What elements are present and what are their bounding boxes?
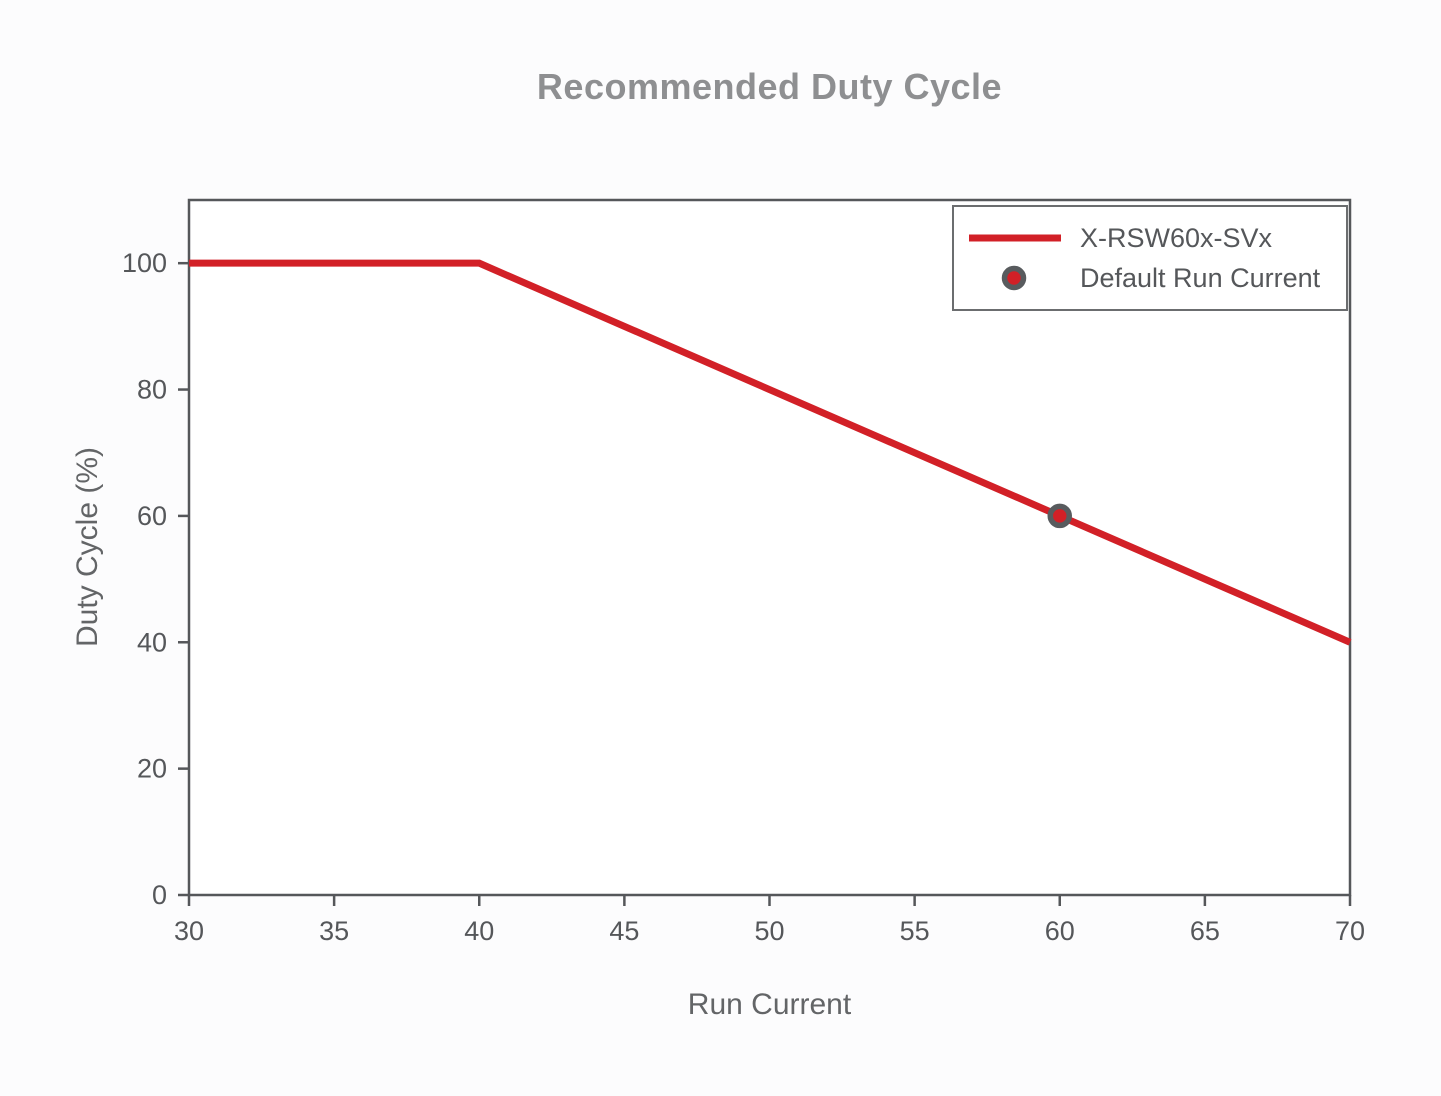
y-tick-label: 0 bbox=[152, 880, 167, 910]
y-axis-ticks: 0 20 40 60 80 100 bbox=[122, 248, 189, 910]
x-tick-label: 55 bbox=[900, 916, 930, 946]
y-tick-label: 40 bbox=[137, 627, 167, 657]
y-tick-label: 20 bbox=[137, 754, 167, 784]
legend-box bbox=[952, 205, 1348, 311]
x-tick-label: 40 bbox=[464, 916, 494, 946]
data-series bbox=[189, 259, 1352, 646]
legend-label-line: X-RSW60x-SVx bbox=[1080, 223, 1273, 253]
x-tick-label: 35 bbox=[319, 916, 349, 946]
chart-title: Recommended Duty Cycle bbox=[536, 66, 1003, 107]
x-tick-label: 70 bbox=[1335, 916, 1365, 946]
default-run-current-marker bbox=[1047, 503, 1072, 529]
y-tick-label: 100 bbox=[122, 248, 167, 278]
x-axis-ticks: 30 35 40 45 50 55 60 65 70 bbox=[174, 895, 1365, 946]
x-tick-label: 30 bbox=[174, 916, 204, 946]
legend-marker-swatch bbox=[1001, 265, 1027, 291]
x-axis-label: Run Current bbox=[687, 988, 852, 1021]
x-tick-label: 60 bbox=[1045, 916, 1075, 946]
y-tick-label: 80 bbox=[137, 375, 167, 405]
legend-label-marker: Default Run Current bbox=[1080, 263, 1321, 293]
plot-border bbox=[187, 198, 1352, 897]
y-tick-label: 60 bbox=[137, 501, 167, 531]
legend: X-RSW60x-SVx Default Run Current bbox=[952, 205, 1348, 311]
x-tick-label: 65 bbox=[1190, 916, 1220, 946]
x-tick-label: 50 bbox=[754, 916, 784, 946]
x-tick-label: 45 bbox=[609, 916, 639, 946]
